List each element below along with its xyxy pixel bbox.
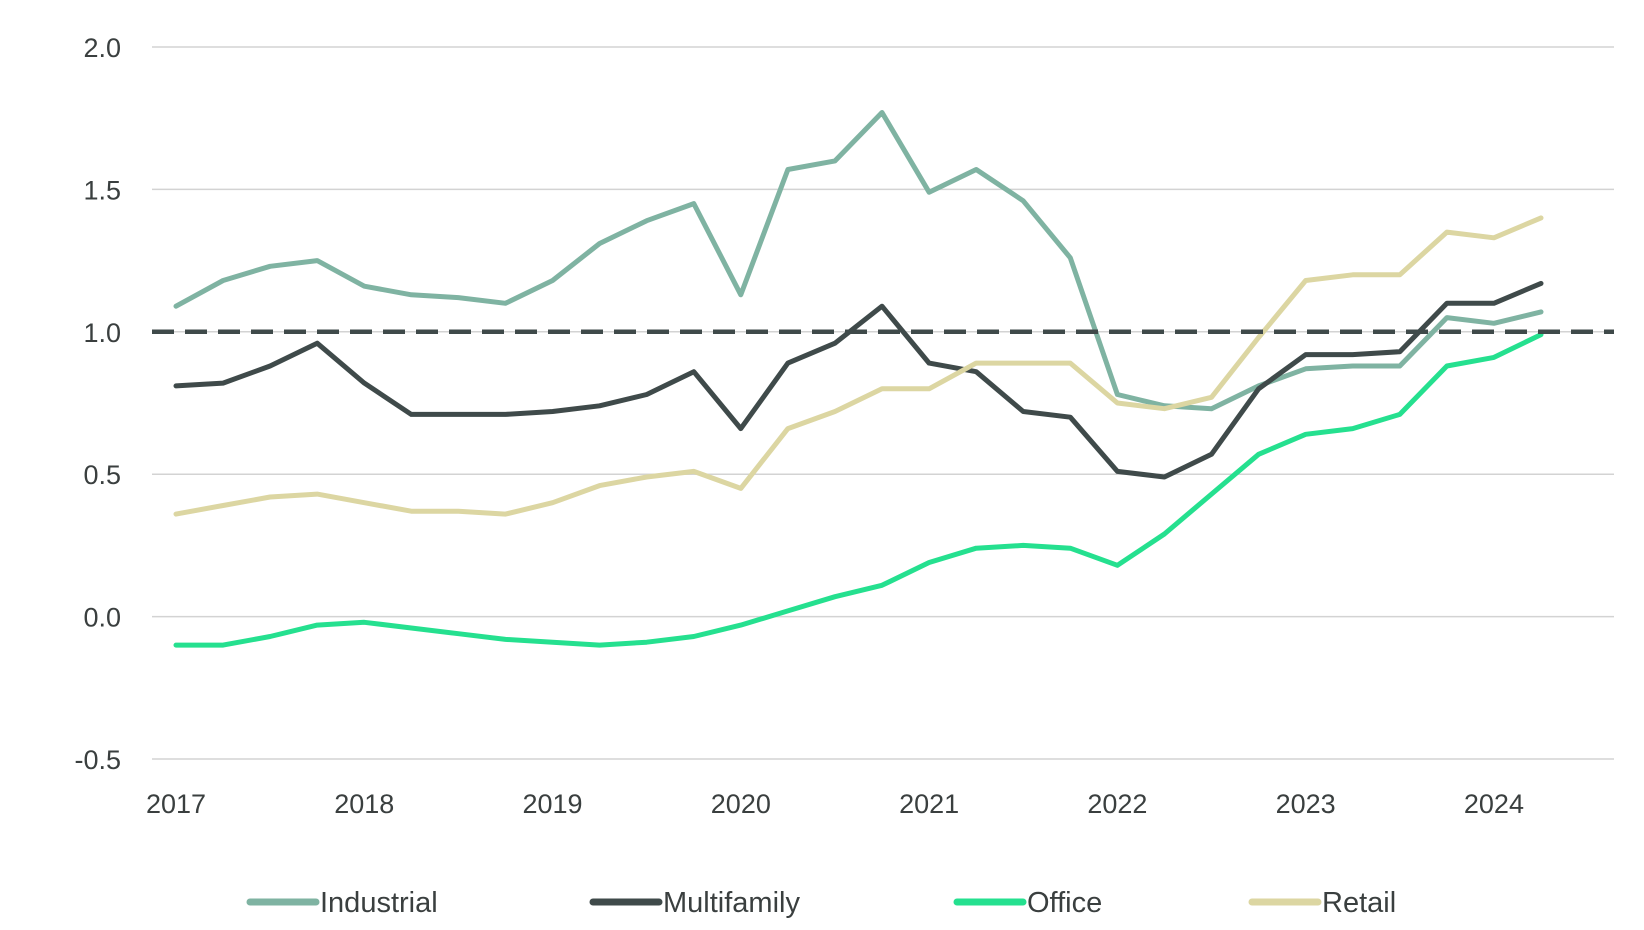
x-tick-label: 2022 [1087, 789, 1147, 819]
legend-label-office: Office [1027, 887, 1102, 919]
x-tick-label: 2018 [334, 789, 394, 819]
y-tick-label: 2.0 [83, 33, 121, 63]
series-line-multifamily [173, 280, 1544, 480]
x-tick-label: 2023 [1276, 789, 1336, 819]
x-tick-label: 2021 [899, 789, 959, 819]
series-lines [173, 110, 1544, 648]
y-tick-label: 0.5 [83, 460, 121, 490]
series-line-industrial [173, 110, 1544, 412]
legend-label-retail: Retail [1322, 887, 1396, 919]
legend-label-multifamily: Multifamily [663, 887, 800, 919]
y-tick-label: 1.0 [83, 318, 121, 348]
x-axis-tick-labels: 2017 2018 2019 2020 2021 2022 2023 2024 [146, 789, 1524, 819]
series-line-retail [173, 215, 1544, 517]
x-tick-label: 2019 [523, 789, 583, 819]
y-tick-label: -0.5 [74, 745, 121, 775]
legend-label-industrial: Industrial [320, 887, 438, 919]
x-tick-label: 2024 [1464, 789, 1524, 819]
x-tick-label: 2017 [146, 789, 206, 819]
x-tick-label: 2020 [711, 789, 771, 819]
y-axis-tick-labels: 2.0 1.5 1.0 0.5 0.0 -0.5 [74, 33, 121, 775]
series-line-office [173, 332, 1544, 648]
grid-lines [152, 46, 1614, 760]
y-tick-label: 1.5 [83, 175, 121, 205]
y-tick-label: 0.0 [83, 603, 121, 633]
legend: Industrial Multifamily Office Retail [246, 887, 1396, 919]
